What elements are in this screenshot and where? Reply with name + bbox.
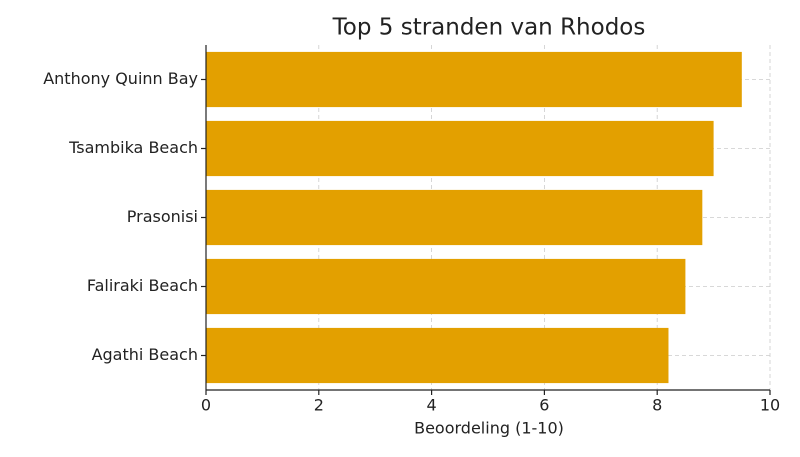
x-tick-label: 8	[652, 396, 662, 415]
bar	[206, 51, 742, 108]
y-tick-label: Agathi Beach	[92, 345, 198, 364]
x-tick-label: 10	[760, 396, 780, 415]
bar	[206, 189, 703, 246]
y-tick-label: Prasonisi	[127, 207, 198, 226]
bar	[206, 327, 669, 384]
y-tick-label: Tsambika Beach	[68, 138, 198, 157]
bar	[206, 120, 714, 177]
y-tick-label: Faliraki Beach	[87, 276, 198, 295]
x-axis-label: Beoordeling (1-10)	[414, 419, 564, 438]
bar	[206, 258, 686, 315]
x-tick-label: 2	[314, 396, 324, 415]
chart-title: Top 5 stranden van Rhodos	[332, 15, 646, 41]
x-tick-label: 0	[201, 396, 211, 415]
y-tick-label: Anthony Quinn Bay	[43, 69, 198, 88]
x-tick-label: 4	[427, 396, 437, 415]
x-tick-label: 6	[539, 396, 549, 415]
